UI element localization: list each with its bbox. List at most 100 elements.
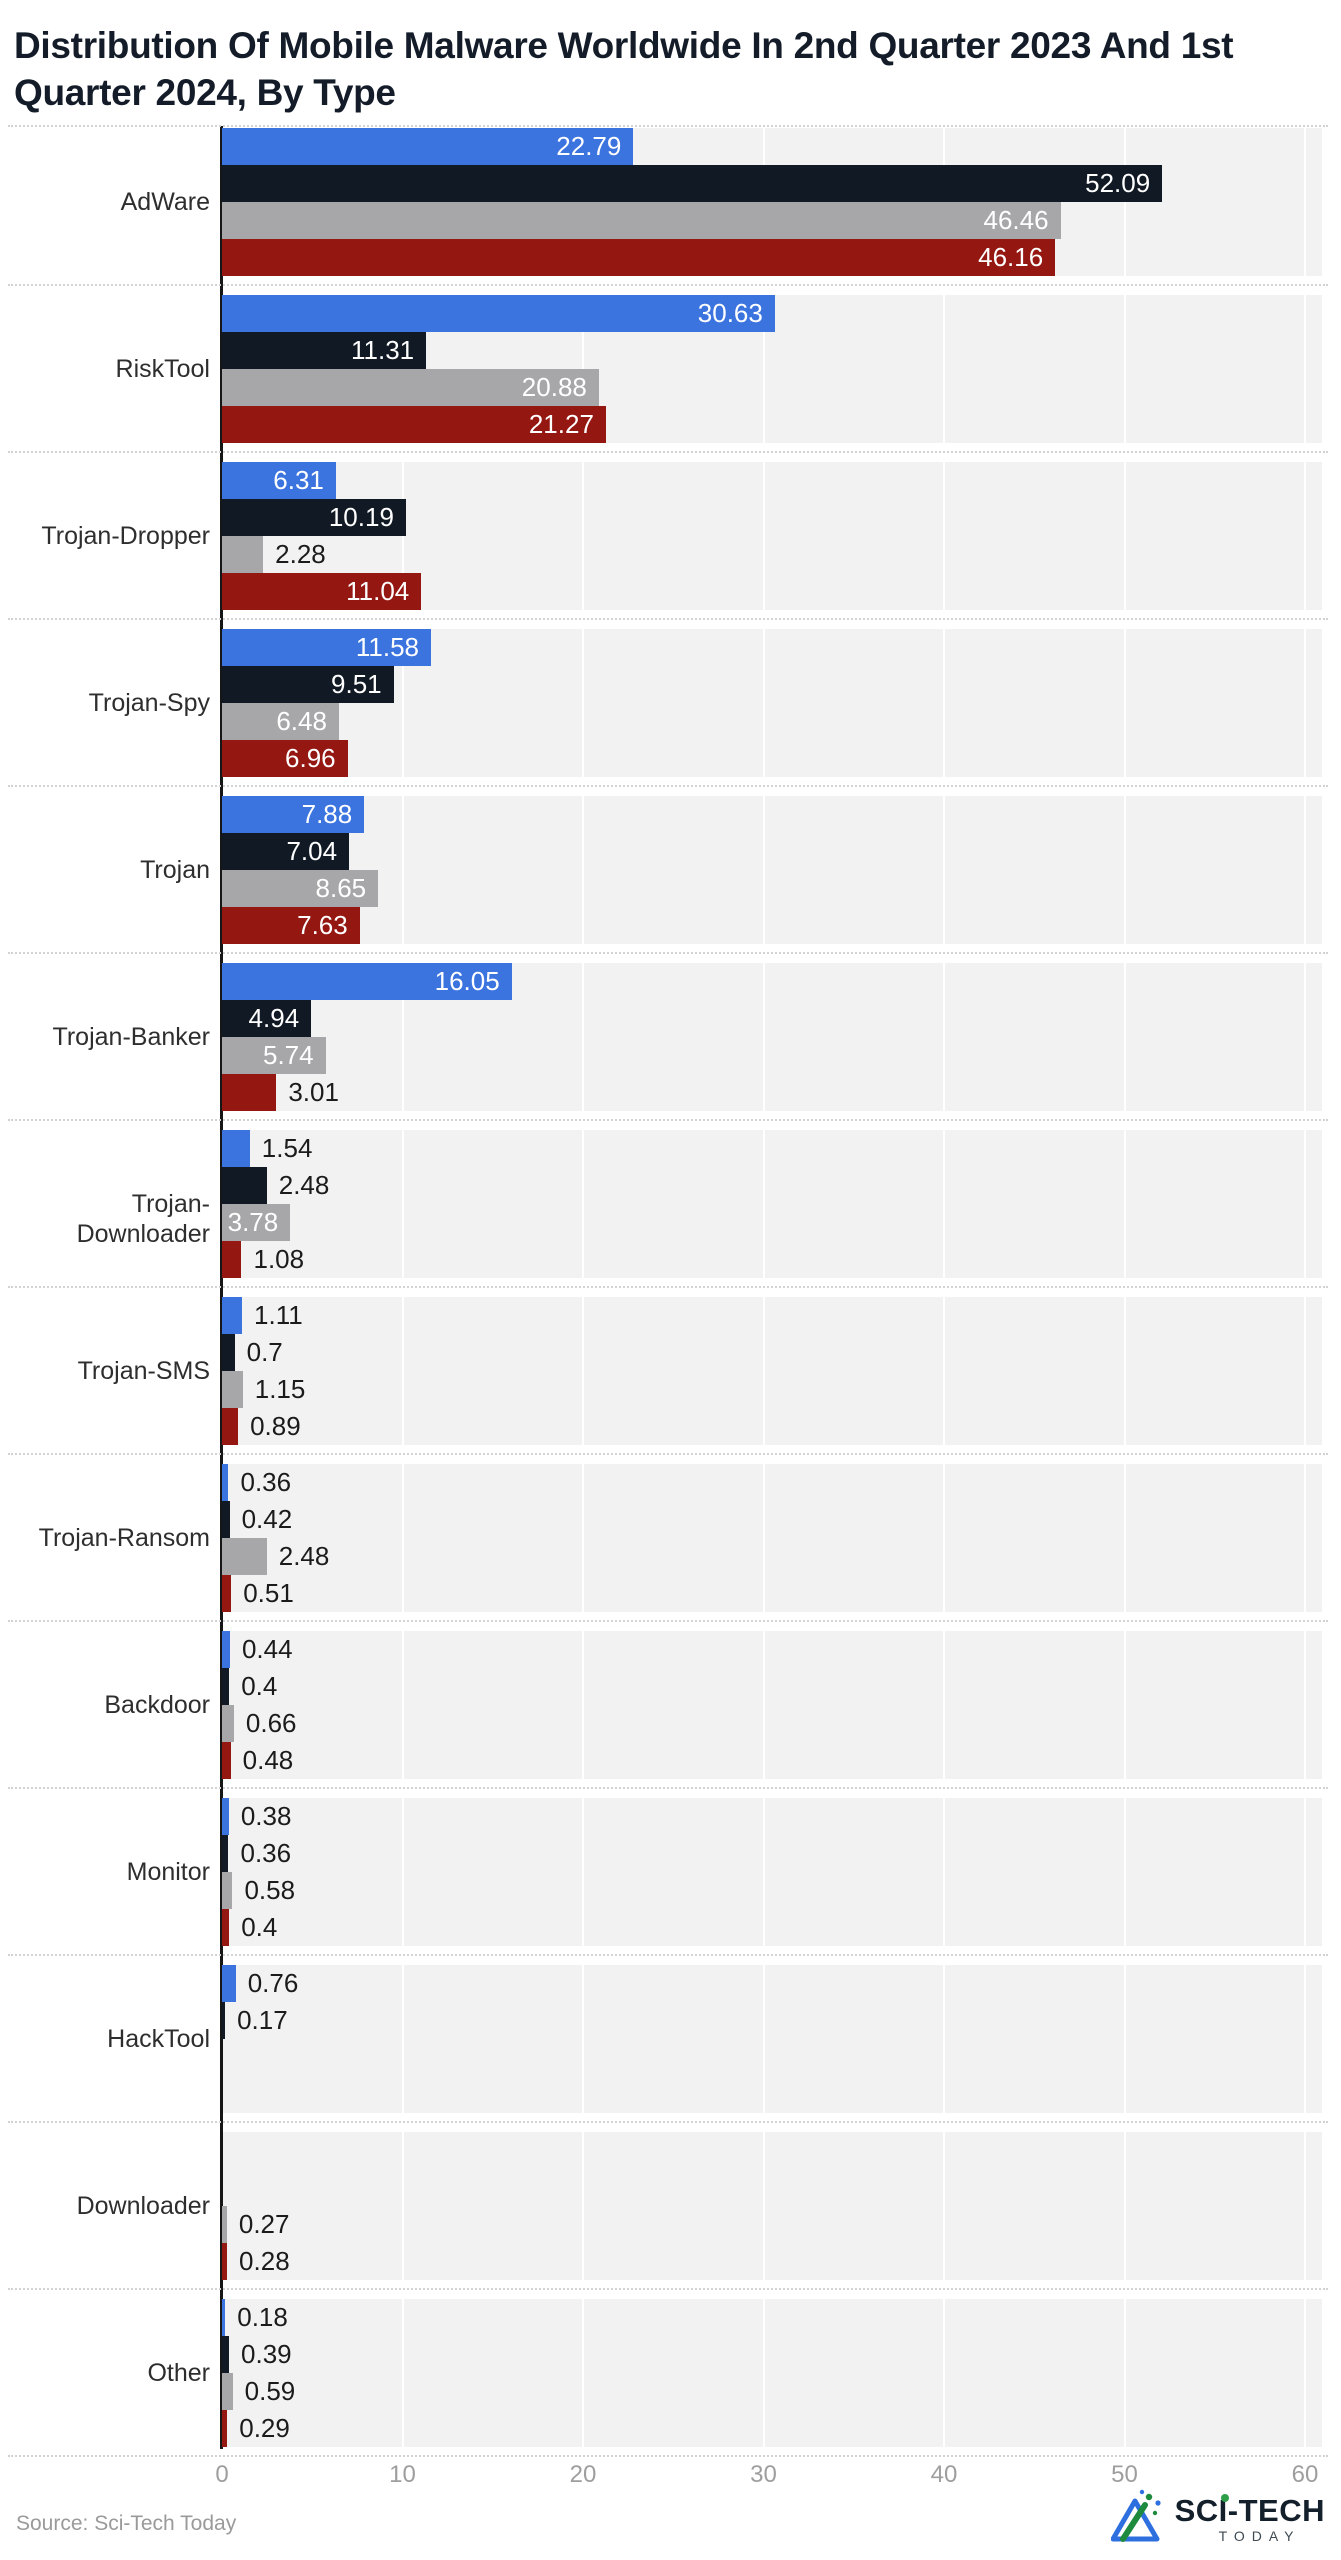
- plot-band: [222, 1130, 1322, 1278]
- bar-blue: [222, 295, 775, 332]
- x-tick-label: 60: [1291, 2461, 1319, 2488]
- x-tick-label: 40: [930, 2461, 958, 2488]
- value-label: 10.19: [328, 502, 394, 532]
- value-label: 0.38: [240, 1801, 292, 1831]
- bar-blue: [222, 1631, 230, 1668]
- row-separator: [8, 2288, 1328, 2290]
- bar-dark-red: [222, 1241, 242, 1278]
- category-label: HackTool: [107, 2025, 210, 2053]
- value-label: 30.63: [697, 298, 763, 328]
- bar-blue: [222, 629, 432, 666]
- bar-dark-red: [222, 1408, 239, 1445]
- bar-gray: [222, 1872, 233, 1909]
- scitech-logo-subtext: TODAY: [1218, 2527, 1301, 2544]
- y-axis-line: [220, 126, 223, 2449]
- category-label: Trojan-Spy: [88, 689, 210, 717]
- bar-blue: [222, 1130, 250, 1167]
- row-separator: [8, 2455, 1328, 2457]
- value-label: 3.01: [288, 1077, 339, 1107]
- bar-dark-navy: [222, 1835, 229, 1872]
- value-label: 1.15: [254, 1374, 306, 1404]
- logo-part-sc: SC: [1174, 2492, 1219, 2528]
- bar-dark-navy: [222, 666, 394, 703]
- value-label: 0.48: [242, 1745, 294, 1775]
- bar-blue: [222, 796, 365, 833]
- plot-band: [222, 128, 1322, 276]
- row-separator: [8, 1286, 1328, 1288]
- bar-gray: [222, 1371, 243, 1408]
- bar-blue: [222, 2299, 226, 2336]
- bar-dark-navy: [222, 833, 350, 870]
- plot-band: [222, 1464, 1322, 1612]
- value-label: 2.48: [278, 1170, 330, 1200]
- value-label: 21.27: [528, 409, 594, 439]
- value-label: 0.66: [245, 1708, 297, 1738]
- bar-gray: [222, 2373, 233, 2410]
- value-label: 0.28: [239, 2246, 290, 2276]
- plot-band: [222, 1798, 1322, 1946]
- value-label: 4.94: [248, 1003, 300, 1033]
- value-label: 0.18: [237, 2302, 288, 2332]
- category-label: Backdoor: [104, 1691, 210, 1719]
- category-label: Monitor: [126, 1858, 210, 1886]
- chart-title: Distribution Of Mobile Malware Worldwide…: [14, 22, 1234, 116]
- bar-dark-red: [222, 239, 1056, 276]
- value-label: 2.48: [278, 1541, 330, 1571]
- bar-blue: [222, 1798, 229, 1835]
- bar-dark-red: [222, 1742, 231, 1779]
- value-label: 5.74: [262, 1040, 314, 1070]
- value-label: 7.04: [286, 836, 338, 866]
- category-label: Trojan: [140, 856, 210, 884]
- value-label: 0.36: [240, 1838, 292, 1868]
- row-separator: [8, 1620, 1328, 1622]
- value-label: 52.09: [1085, 168, 1151, 198]
- x-tick-label: 30: [750, 2461, 777, 2488]
- value-label: 6.96: [285, 743, 336, 773]
- value-label: 7.63: [297, 910, 348, 940]
- value-label: 2.28: [275, 539, 326, 569]
- plot-band: [222, 1965, 1322, 2113]
- plot-band: [222, 462, 1322, 610]
- row-separator: [8, 1119, 1328, 1121]
- x-tick-label: 10: [389, 2461, 416, 2488]
- value-label: 6.48: [276, 706, 327, 736]
- row-separator: [8, 125, 1328, 127]
- bar-gray: [222, 1538, 267, 1575]
- bar-gray: [222, 703, 339, 740]
- bar-dark-red: [222, 1575, 232, 1612]
- bar-dark-red: [222, 406, 606, 443]
- bar-gray: [222, 536, 264, 573]
- category-label: Trojan-Dropper: [41, 522, 210, 550]
- logo-i-letter: I: [1218, 2492, 1228, 2528]
- x-tick-label: 50: [1111, 2461, 1138, 2488]
- bar-dark-navy: [222, 1334, 235, 1371]
- gridline: [1304, 128, 1306, 2447]
- bar-gray: [222, 1204, 291, 1241]
- value-label: 0.4: [241, 1912, 278, 1942]
- bar-gray: [222, 1705, 234, 1742]
- value-label: 0.76: [247, 1968, 299, 1998]
- plot-band: [222, 295, 1322, 443]
- row-separator: [8, 1453, 1328, 1455]
- value-label: 0.36: [240, 1467, 292, 1497]
- category-label: Trojan-Ransom: [38, 1524, 210, 1552]
- category-label: AdWare: [120, 188, 210, 216]
- value-label: 3.78: [227, 1207, 279, 1237]
- bar-blue: [222, 1965, 236, 2002]
- row-separator: [8, 284, 1328, 286]
- category-label: Other: [147, 2359, 210, 2387]
- scitech-logo: SC I -TECH TODAY: [1110, 2487, 1325, 2550]
- bar-dark-red: [222, 2410, 228, 2447]
- bar-blue: [222, 1297, 243, 1334]
- plot-band: [222, 2132, 1322, 2280]
- logo-part-i: I: [1218, 2492, 1229, 2528]
- value-label: 8.65: [315, 873, 367, 903]
- bar-blue: [222, 128, 634, 165]
- category-label: RiskTool: [115, 355, 210, 383]
- gridline: [943, 128, 945, 2447]
- bar-gray: [222, 2206, 227, 2243]
